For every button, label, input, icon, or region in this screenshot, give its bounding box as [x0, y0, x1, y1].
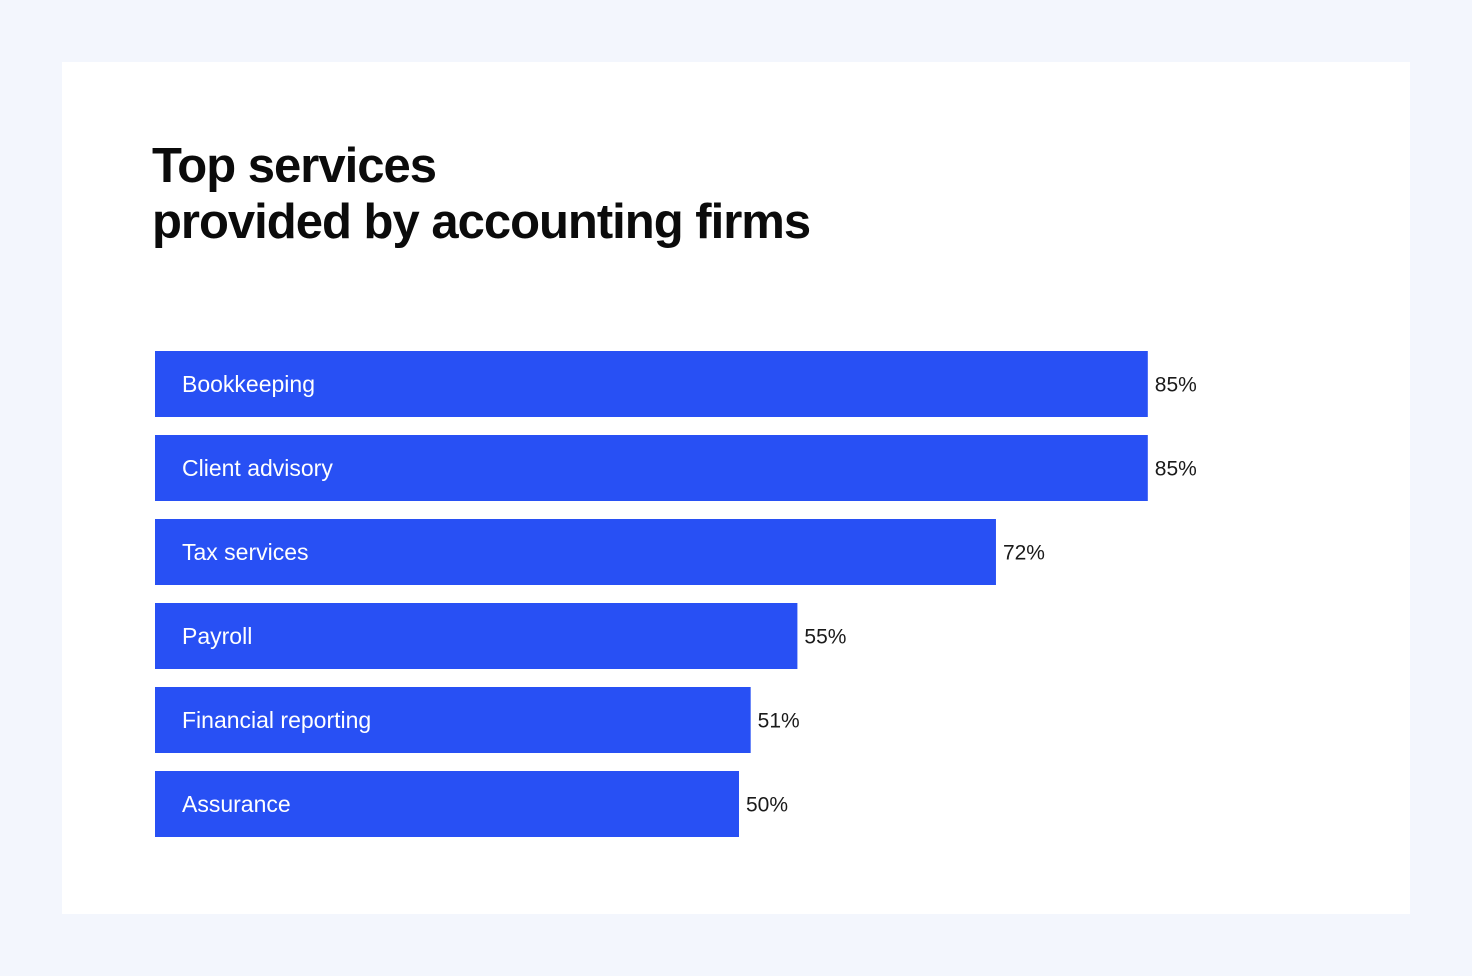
value-label-assurance: 50%: [746, 794, 788, 817]
value-label-tax-services: 72%: [1003, 542, 1045, 565]
bar-tax-services: [155, 519, 996, 585]
bar-group-client-advisory: Client advisory 85%: [155, 435, 1197, 501]
value-label-bookkeeping: 85%: [1155, 374, 1197, 397]
bar-group-tax-services: Tax services 72%: [155, 519, 1045, 585]
bar-group-payroll: Payroll 55%: [155, 603, 846, 669]
chart-card: Top services provided by accounting firm…: [62, 62, 1410, 914]
chart-title-line-2: provided by accounting firms: [152, 195, 811, 249]
value-label-payroll: 55%: [804, 626, 846, 649]
bar-client-advisory: [155, 435, 1148, 501]
value-label-client-advisory: 85%: [1155, 458, 1197, 481]
bar-payroll: [155, 603, 798, 669]
bar-group-assurance: Assurance 50%: [155, 771, 788, 837]
chart-title: Top services provided by accounting firm…: [152, 138, 811, 250]
bar-chart: Bookkeeping 85% Client advisory 85% Tax serv…: [155, 351, 1197, 837]
bar-label-financial-reporting: Financial reporting: [182, 707, 371, 733]
bar-group-financial-reporting: Financial reporting 51%: [155, 687, 800, 753]
bar-label-client-advisory: Client advisory: [182, 455, 333, 481]
bar-label-tax-services: Tax services: [182, 539, 309, 565]
bar-label-bookkeeping: Bookkeeping: [182, 371, 315, 397]
bar-bookkeeping: [155, 351, 1148, 417]
bar-group-bookkeeping: Bookkeeping 85%: [155, 351, 1197, 417]
value-label-financial-reporting: 51%: [758, 710, 800, 733]
chart-title-line-1: Top services: [152, 139, 437, 193]
bar-label-assurance: Assurance: [182, 791, 291, 817]
bar-label-payroll: Payroll: [182, 623, 252, 649]
bar-financial-reporting: [155, 687, 751, 753]
bar-assurance: [155, 771, 739, 837]
